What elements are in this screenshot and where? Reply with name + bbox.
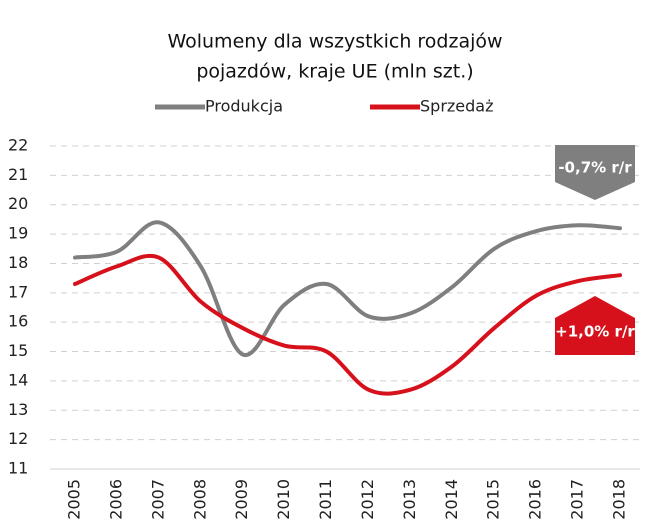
y-tick-label: 13: [8, 400, 28, 419]
x-tick-label: 2006: [106, 479, 125, 520]
y-tick-label: 11: [8, 459, 28, 478]
y-tick-label: 22: [8, 136, 28, 155]
legend-label: Sprzedaż: [420, 97, 494, 116]
x-tick-label: 2009: [232, 479, 251, 520]
x-tick-label: 2012: [358, 479, 377, 520]
x-tick-label: 2010: [274, 479, 293, 520]
y-tick-label: 16: [8, 312, 28, 331]
x-tick-label: 2016: [526, 479, 545, 520]
x-tick-label: 2007: [148, 479, 167, 520]
y-tick-label: 18: [8, 253, 28, 272]
x-tick-label: 2005: [65, 479, 84, 520]
chart-title: pojazdów, kraje UE (mln szt.): [196, 61, 473, 83]
x-tick-label: 2015: [484, 479, 503, 520]
x-tick-label: 2014: [442, 479, 461, 520]
y-tick-label: 21: [8, 165, 28, 184]
y-tick-label: 20: [8, 194, 28, 213]
y-tick-label: 14: [8, 370, 28, 389]
annotation: -0,7% r/r: [558, 159, 632, 177]
y-tick-label: 17: [8, 282, 28, 301]
x-tick-label: 2008: [190, 479, 209, 520]
x-tick-label: 2017: [568, 479, 587, 520]
chart-title: Wolumeny dla wszystkich rodzajów: [167, 31, 502, 53]
legend-label: Produkcja: [205, 97, 283, 116]
x-tick-label: 2011: [316, 479, 335, 520]
x-tick-label: 2013: [400, 479, 419, 520]
y-tick-label: 12: [8, 429, 28, 448]
x-tick-label: 2018: [610, 479, 629, 520]
y-tick-label: 19: [8, 224, 28, 243]
annotation-box: [555, 145, 635, 200]
y-tick-label: 15: [8, 341, 28, 360]
annotation-box: [555, 296, 635, 355]
series-line: [73, 220, 622, 357]
annotation: +1,0% r/r: [555, 323, 635, 341]
series-line: [73, 253, 622, 396]
